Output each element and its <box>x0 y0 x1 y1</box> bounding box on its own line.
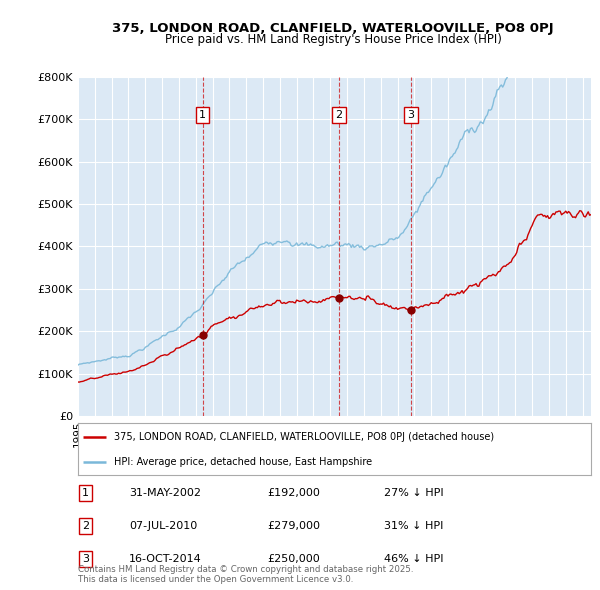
Text: 31% ↓ HPI: 31% ↓ HPI <box>384 522 443 531</box>
Text: 27% ↓ HPI: 27% ↓ HPI <box>384 488 443 497</box>
Text: 3: 3 <box>82 555 89 564</box>
Text: HPI: Average price, detached house, East Hampshire: HPI: Average price, detached house, East… <box>114 457 372 467</box>
Text: £250,000: £250,000 <box>267 555 320 564</box>
Text: 375, LONDON ROAD, CLANFIELD, WATERLOOVILLE, PO8 0PJ: 375, LONDON ROAD, CLANFIELD, WATERLOOVIL… <box>112 22 554 35</box>
Text: 31-MAY-2002: 31-MAY-2002 <box>129 488 201 497</box>
Text: £279,000: £279,000 <box>267 522 320 531</box>
Text: 375, LONDON ROAD, CLANFIELD, WATERLOOVILLE, PO8 0PJ (detached house): 375, LONDON ROAD, CLANFIELD, WATERLOOVIL… <box>114 432 494 442</box>
Text: 1: 1 <box>82 488 89 497</box>
Text: Contains HM Land Registry data © Crown copyright and database right 2025.
This d: Contains HM Land Registry data © Crown c… <box>78 565 413 584</box>
Text: 46% ↓ HPI: 46% ↓ HPI <box>384 555 443 564</box>
Text: 07-JUL-2010: 07-JUL-2010 <box>129 522 197 531</box>
Text: £192,000: £192,000 <box>267 488 320 497</box>
Text: 16-OCT-2014: 16-OCT-2014 <box>129 555 202 564</box>
Text: 2: 2 <box>82 522 89 531</box>
Text: 1: 1 <box>199 110 206 120</box>
Text: Price paid vs. HM Land Registry's House Price Index (HPI): Price paid vs. HM Land Registry's House … <box>164 33 502 46</box>
Text: 3: 3 <box>407 110 415 120</box>
Text: 2: 2 <box>335 110 343 120</box>
